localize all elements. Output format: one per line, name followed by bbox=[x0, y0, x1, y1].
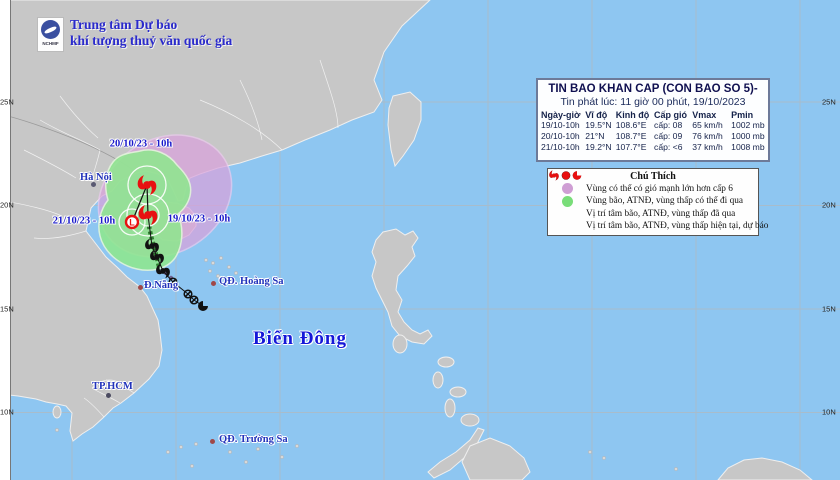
archipelago-label-hoang-sa: QĐ. Hoàng Sa bbox=[219, 276, 284, 287]
legend-row-current-symbols: Vị trí tâm bão, ATNĐ, vùng thấp hiện tại… bbox=[548, 170, 768, 233]
luzon-island bbox=[371, 228, 433, 345]
agency-branding: NCHMF Trung tâm Dự báo khí tượng thuỷ vă… bbox=[37, 17, 232, 52]
phu-quoc-island bbox=[52, 405, 62, 419]
mindanao-edge bbox=[461, 437, 531, 480]
bulletin-cell: 21/10-10h bbox=[541, 142, 580, 152]
bulletin-cell: 20/10-10h bbox=[541, 131, 580, 141]
legend-label: Vùng có thể có gió mạnh lớn hơn cấp 6 bbox=[586, 183, 733, 194]
depression-icon bbox=[562, 171, 570, 180]
latitude-label: 10N bbox=[822, 407, 836, 417]
archipelago-label-truong-sa: QĐ. Trường Sa bbox=[219, 434, 288, 445]
city-label-tp-hcm: TP.HCM bbox=[92, 381, 133, 392]
bulletin-cell: 19/10-10h bbox=[541, 120, 580, 130]
legend-title: Chú Thích bbox=[630, 171, 676, 182]
bulletin-cell: 107.7°E bbox=[615, 142, 647, 152]
latitude-label: 20N bbox=[0, 200, 14, 210]
legend-row-past-symbols: Vị trí tâm bão, ATNĐ, vùng thấp đã qua bbox=[548, 170, 758, 220]
bulletin-row: 20/10-10h 21°N 108.7°E cấp: 09 76 km/h 1000 m… bbox=[541, 131, 768, 142]
bulletin-column-header: Cấp gió bbox=[654, 110, 688, 120]
bulletin-cell: 19.5°N bbox=[585, 120, 612, 130]
city-label-ha-noi-dot bbox=[91, 182, 96, 187]
taiwan-island bbox=[387, 91, 422, 168]
track-time-label-2110: 21/10/23 - 10h bbox=[52, 215, 116, 227]
sea-name-bien-dong: Biển Đông bbox=[253, 328, 347, 349]
svg-text:L: L bbox=[129, 217, 135, 227]
visayas-island bbox=[460, 413, 480, 427]
nchmf-logo: NCHMF bbox=[37, 17, 64, 52]
cone-area-swatch bbox=[548, 195, 586, 207]
bulletin-column-header: Kinh độ bbox=[615, 110, 650, 120]
nchmf-logo-text: NCHMF bbox=[42, 41, 59, 46]
city-label-da-nang-dot bbox=[138, 285, 143, 290]
mindoro-island bbox=[392, 334, 408, 354]
left-margin bbox=[0, 0, 11, 480]
nchmf-logo-icon bbox=[41, 20, 60, 39]
latitude-label: 15N bbox=[0, 304, 14, 314]
legend-row-danger-area: Vùng có thể có gió mạnh lớn hơn cấp 6 bbox=[548, 183, 758, 195]
visayas-island bbox=[437, 356, 455, 368]
small-island-dots bbox=[55, 256, 678, 471]
agency-name-line1: Trung tâm Dự báo bbox=[70, 17, 178, 32]
bulletin-column-header: Vĩ độ bbox=[585, 110, 608, 120]
low-icon bbox=[572, 171, 582, 180]
latitude-label: 20N bbox=[822, 200, 836, 210]
bulletin-cell: 76 km/h bbox=[692, 131, 723, 141]
city-label-da-nang: Đ.Nẵng bbox=[144, 280, 179, 291]
bulletin-column-header: Vmax bbox=[692, 110, 717, 120]
agency-name: Trung tâm Dự báo khí tượng thuỷ văn quốc… bbox=[70, 17, 232, 52]
forecast-cone-area bbox=[98, 149, 192, 271]
track-time-label-2010: 20/10/23 - 10h bbox=[109, 138, 173, 150]
latitude-label: 25N bbox=[822, 97, 836, 107]
legend-label: Vị trí tâm bão, ATNĐ, vùng thấp hiện tại… bbox=[586, 221, 769, 232]
legend-panel: Chú Thích Vùng có thể có gió mạnh lớn hơ… bbox=[547, 168, 768, 236]
latitude-label: 15N bbox=[822, 304, 836, 314]
forecast-low-symbol: L bbox=[124, 214, 140, 230]
bulletin-column-header: Pmin bbox=[731, 110, 754, 120]
city-label-ha-noi: Hà Nội bbox=[80, 172, 112, 183]
bulletin-cell: cấp: 08 bbox=[654, 120, 683, 130]
latitude-label: 25N bbox=[0, 97, 14, 107]
agency-name-line2: khí tượng thuỷ văn quốc gia bbox=[70, 33, 233, 48]
visayas-island bbox=[444, 398, 456, 418]
bulletin-cell: 65 km/h bbox=[692, 120, 723, 130]
bulletin-title: TIN BAO KHAN CAP (CON BAO SO 5)- bbox=[548, 83, 758, 95]
danger-area-swatch bbox=[548, 183, 586, 195]
bulletin-row: 21/10-10h 19.2°N 107.7°E cấp: <6 37 km/h 1008… bbox=[541, 142, 768, 153]
bulletin-cell: 37 km/h bbox=[692, 142, 723, 152]
bulletin-cell: 19.2°N bbox=[585, 142, 612, 152]
storm-position-symbols: L bbox=[124, 175, 208, 311]
bulletin-cell: cấp: <6 bbox=[654, 142, 683, 152]
bulletin-cell: cấp: 09 bbox=[654, 131, 683, 141]
bulletin-issued-time: Tin phát lúc: 11 giờ 00 phút, 19/10/2023 bbox=[560, 96, 746, 108]
archipelago-label-hoang-sa-dot bbox=[211, 281, 216, 286]
storm-bulletin-panel: TIN BAO KHAN CAP (CON BAO SO 5)- Tin phá… bbox=[536, 78, 770, 162]
visayas-island bbox=[432, 371, 444, 389]
legend-row-cone-area: Vùng bão, ATNĐ, vùng thấp có thể đi qua bbox=[548, 195, 758, 208]
bulletin-cell: 21°N bbox=[585, 131, 605, 141]
bulletin-cell: 1000 mb bbox=[731, 131, 765, 141]
legend-label: Vị trí tâm bão, ATNĐ, vùng thấp đã qua bbox=[586, 208, 736, 219]
bulletin-column-header: Ngày-giờ bbox=[541, 110, 581, 120]
track-time-label-1910: 19/10/23 - 10h bbox=[167, 213, 231, 225]
legend-label: Vùng bão, ATNĐ, vùng thấp có thể đi qua bbox=[586, 196, 743, 207]
bulletin-cell: 108.7°E bbox=[615, 131, 647, 141]
bulletin-cell: 1002 mb bbox=[731, 120, 765, 130]
bulletin-table: Ngày-giờ Vĩ độ Kinh độ Cấp gió Vmax Pmin 19/10… bbox=[541, 110, 768, 153]
typhoon-icon bbox=[549, 170, 559, 181]
latitude-label: 10N bbox=[0, 407, 14, 417]
borneo-edge bbox=[717, 457, 813, 480]
city-label-tp-hcm-dot bbox=[106, 393, 111, 398]
archipelago-label-truong-sa-dot bbox=[210, 439, 215, 444]
bulletin-cell: 1008 mb bbox=[731, 142, 765, 152]
bulletin-row: 19/10-10h 19.5°N 108.6°E cấp: 08 65 km/h 1002… bbox=[541, 120, 768, 131]
bulletin-cell: 108.6°E bbox=[615, 120, 647, 130]
visayas-island bbox=[449, 386, 467, 398]
wind-radius-rings bbox=[118, 165, 170, 237]
